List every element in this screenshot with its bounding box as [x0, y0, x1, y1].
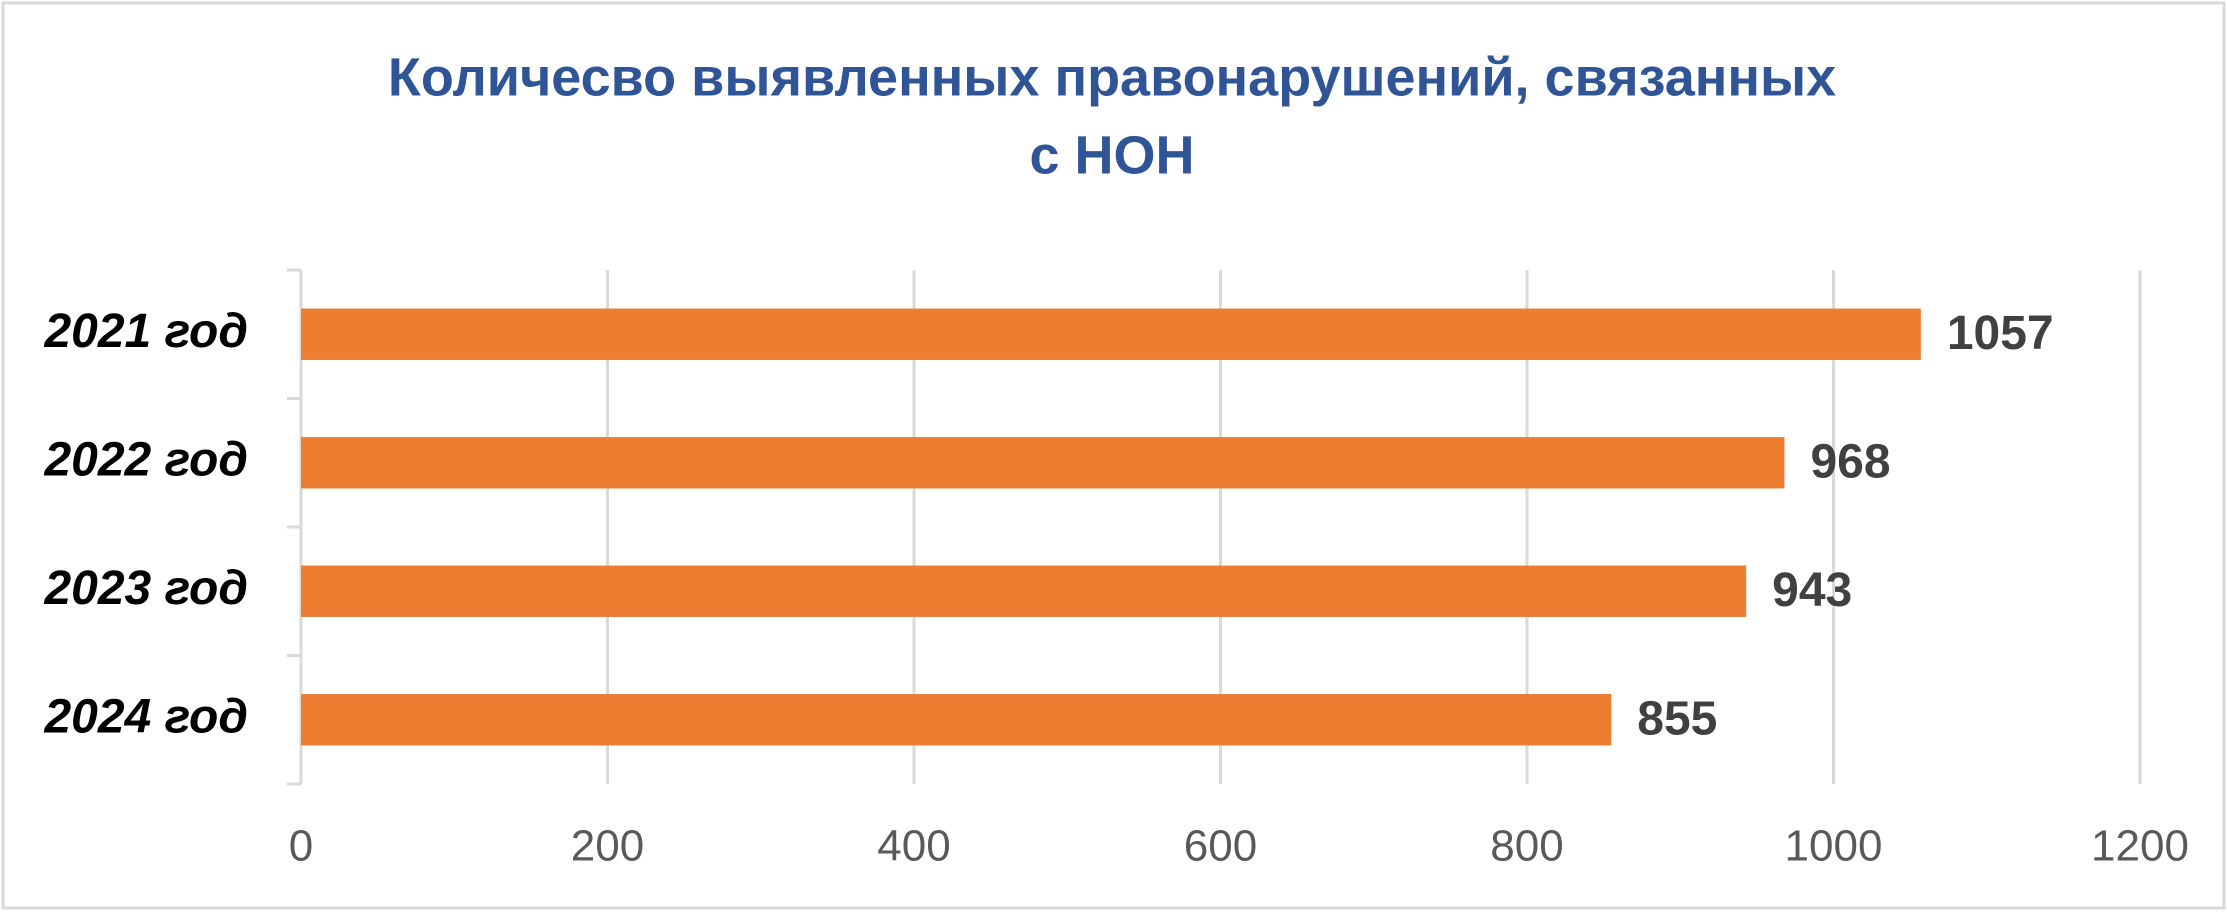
x-tick-label: 800 — [1490, 822, 1563, 871]
bar — [301, 308, 1921, 360]
value-label: 968 — [1810, 435, 1890, 488]
value-label: 855 — [1637, 692, 1717, 745]
value-label: 1057 — [1947, 307, 2054, 360]
y-tick-label: 2021 год — [43, 305, 248, 358]
x-tick-label: 0 — [289, 822, 313, 871]
bar — [301, 437, 1785, 489]
bar — [301, 694, 1612, 746]
x-tick-label: 200 — [571, 822, 644, 871]
x-tick-label: 1000 — [1785, 822, 1883, 871]
bar — [301, 565, 1747, 617]
x-tick-label: 1200 — [2091, 822, 2189, 871]
y-tick-label: 2024 год — [43, 690, 248, 743]
chart-title: Количесво выявленных правонарушений, свя… — [388, 47, 1836, 107]
value-label: 943 — [1772, 564, 1852, 617]
x-tick-label: 400 — [877, 822, 950, 871]
y-tick-label: 2022 год — [43, 433, 248, 486]
x-tick-label: 600 — [1184, 822, 1257, 871]
y-tick-label: 2023 год — [43, 562, 248, 615]
chart-title: с НОН — [1029, 125, 1194, 185]
